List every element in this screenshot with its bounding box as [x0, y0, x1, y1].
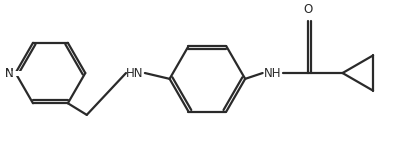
Text: N: N: [5, 67, 14, 80]
Text: HN: HN: [126, 67, 143, 80]
Text: N: N: [5, 67, 14, 80]
Text: NH: NH: [264, 67, 281, 80]
Text: O: O: [303, 3, 312, 16]
